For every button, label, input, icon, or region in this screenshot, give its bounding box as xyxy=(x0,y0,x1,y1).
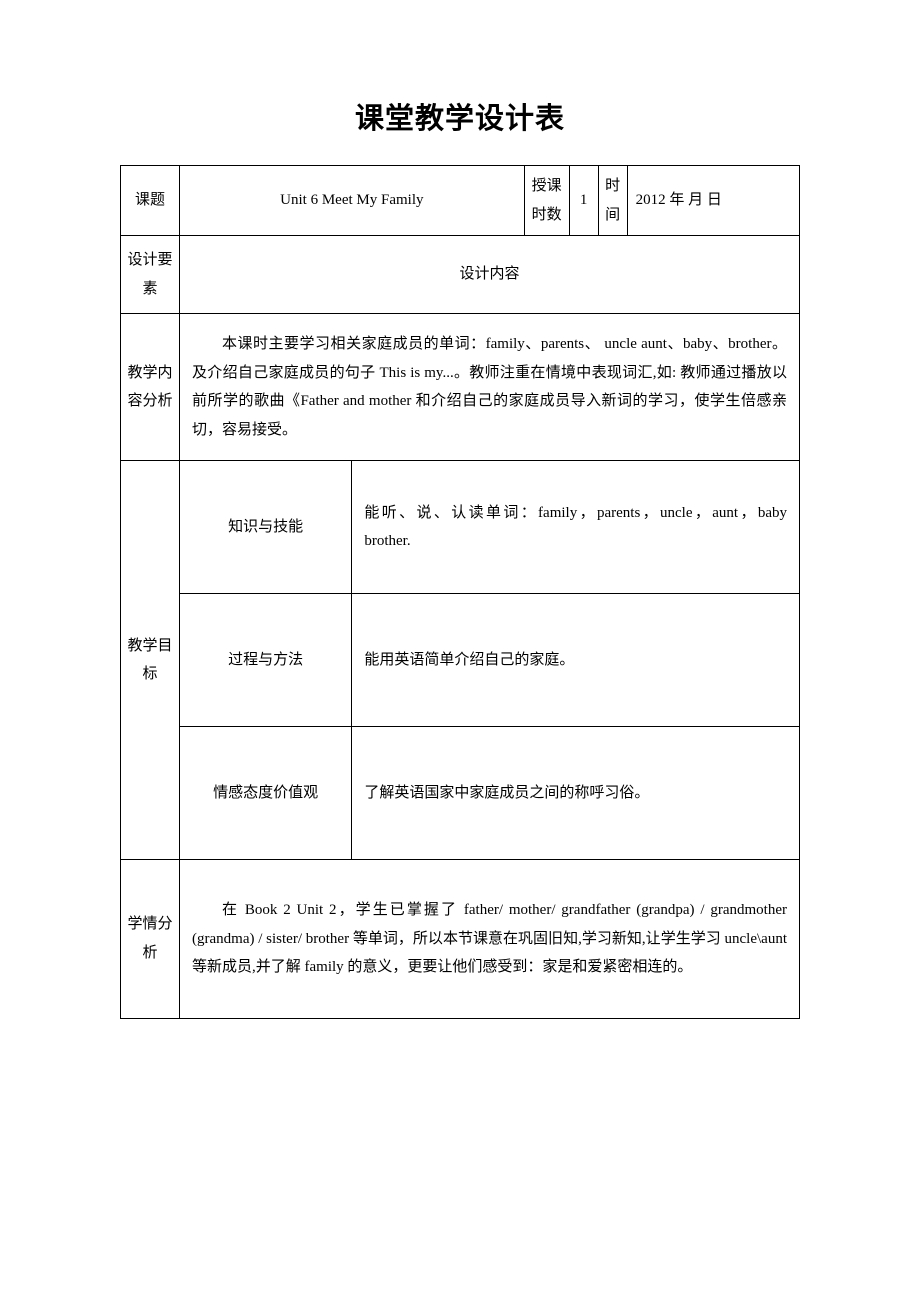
objectives-label: 教学目标 xyxy=(121,461,180,860)
content-analysis-row: 教学内容分析 本课时主要学习相关家庭成员的单词：family、parents、 … xyxy=(121,314,800,461)
objective-attitude-row: 情感态度价值观 了解英语国家中家庭成员之间的称呼习俗。 xyxy=(121,727,800,860)
lesson-plan-table: 课题 Unit 6 Meet My Family 授课时数 1 时间 2012 … xyxy=(120,165,800,1019)
learner-analysis-row: 学情分析 在 Book 2 Unit 2，学生已掌握了 father/ moth… xyxy=(121,860,800,1019)
time-label: 时间 xyxy=(598,166,627,236)
topic-label: 课题 xyxy=(121,166,180,236)
learner-analysis-label: 学情分析 xyxy=(121,860,180,1019)
document-page: 课堂教学设计表 课题 Unit 6 Meet My Family 授课时数 1 … xyxy=(0,0,920,1079)
learner-analysis-text: 在 Book 2 Unit 2，学生已掌握了 father/ mother/ g… xyxy=(180,860,800,1019)
attitude-text: 了解英语国家中家庭成员之间的称呼习俗。 xyxy=(352,727,800,860)
process-text: 能用英语简单介绍自己的家庭。 xyxy=(352,594,800,727)
page-title: 课堂教学设计表 xyxy=(120,95,800,137)
lessons-value: 1 xyxy=(569,166,598,236)
learner-analysis-body: 在 Book 2 Unit 2，学生已掌握了 father/ mother/ g… xyxy=(192,896,787,982)
knowledge-sub-label: 知识与技能 xyxy=(180,461,352,594)
attitude-sub-label: 情感态度价值观 xyxy=(180,727,352,860)
objective-knowledge-row: 教学目标 知识与技能 能听、说、认读单词：family，parents，uncl… xyxy=(121,461,800,594)
lessons-label: 授课时数 xyxy=(524,166,569,236)
content-analysis-body: 本课时主要学习相关家庭成员的单词：family、parents、 uncle a… xyxy=(192,330,787,444)
topic-value: Unit 6 Meet My Family xyxy=(180,166,525,236)
time-value: 2012 年 月 日 xyxy=(627,166,799,236)
design-content-label: 设计内容 xyxy=(180,236,800,314)
objective-process-row: 过程与方法 能用英语简单介绍自己的家庭。 xyxy=(121,594,800,727)
knowledge-text: 能听、说、认读单词：family，parents，uncle，aunt，baby… xyxy=(352,461,800,594)
design-element-label: 设计要素 xyxy=(121,236,180,314)
content-analysis-text: 本课时主要学习相关家庭成员的单词：family、parents、 uncle a… xyxy=(180,314,800,461)
header-row: 课题 Unit 6 Meet My Family 授课时数 1 时间 2012 … xyxy=(121,166,800,236)
design-row: 设计要素 设计内容 xyxy=(121,236,800,314)
process-sub-label: 过程与方法 xyxy=(180,594,352,727)
content-analysis-label: 教学内容分析 xyxy=(121,314,180,461)
